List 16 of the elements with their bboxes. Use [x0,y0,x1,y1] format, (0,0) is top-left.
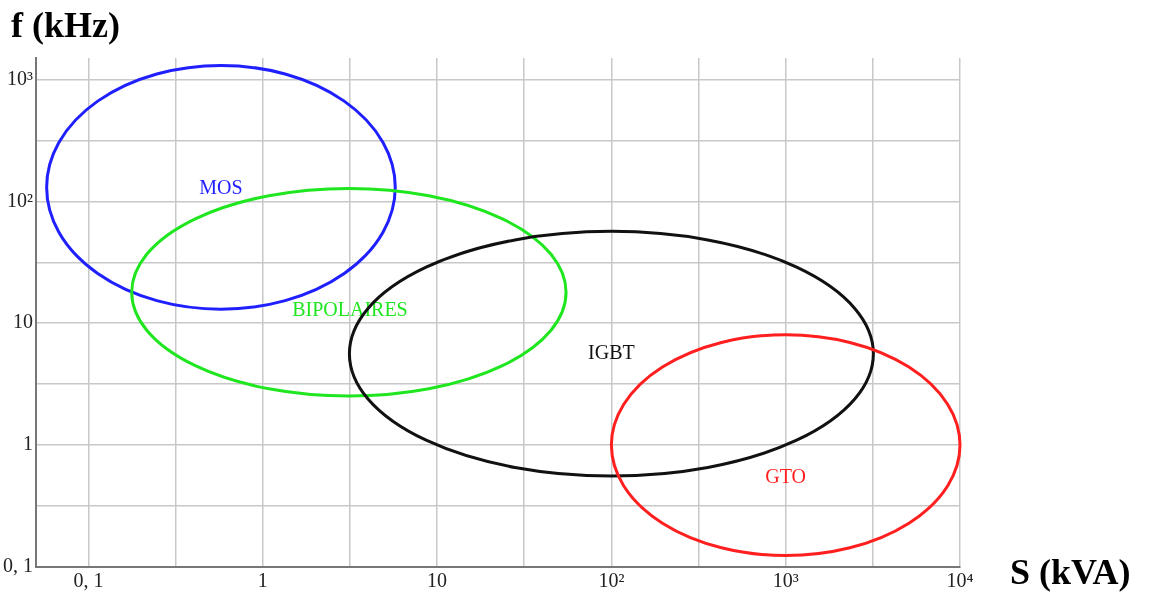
y-tick-label: 10³ [7,66,33,89]
x-tick-label: 10² [598,569,625,592]
x-tick-label: 10³ [772,569,799,592]
y-tick-label: 10² [7,188,33,211]
annotation: IGBT [588,340,635,363]
y-tick-label: 1 [23,432,33,455]
x-tick-label: 10 [427,569,448,592]
y-tick-label: 10 [13,310,33,333]
annotation: MOS [199,176,243,199]
y-axis-title: f (kHz) [11,5,120,46]
x-tick-label: 10⁴ [946,569,974,592]
y-tick-label: 0, 1 [3,554,33,577]
x-tick-label: 0, 1 [73,569,104,592]
x-tick-label: 1 [257,569,268,592]
x-axis-title: S (kVA) [1010,552,1131,593]
annotation: GTO [765,465,807,488]
